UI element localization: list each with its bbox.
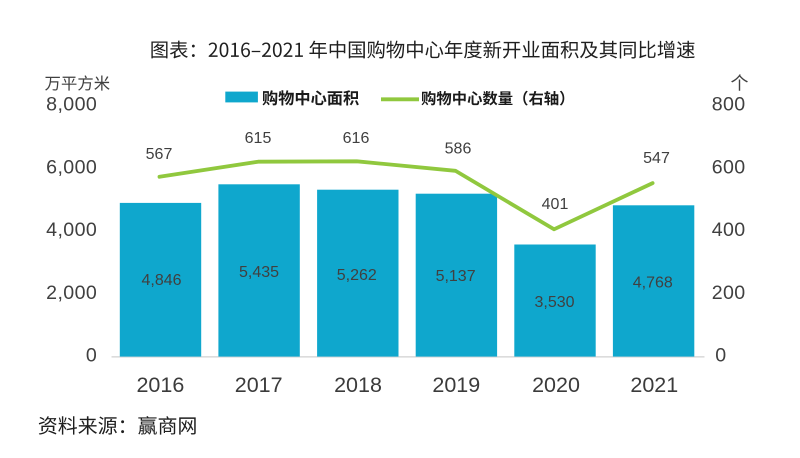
svg-text:2,000: 2,000: [46, 282, 97, 304]
svg-text:547: 547: [643, 150, 670, 167]
svg-text:600: 600: [712, 156, 746, 178]
svg-text:2020: 2020: [532, 373, 580, 397]
svg-text:616: 616: [343, 130, 370, 147]
svg-text:3,530: 3,530: [534, 294, 574, 311]
svg-text:5,137: 5,137: [436, 268, 476, 285]
svg-text:2017: 2017: [235, 373, 283, 397]
svg-text:4,846: 4,846: [141, 272, 181, 289]
svg-text:0: 0: [715, 345, 726, 367]
svg-text:615: 615: [245, 130, 272, 147]
svg-text:2021: 2021: [630, 373, 678, 397]
svg-text:401: 401: [542, 196, 569, 213]
svg-text:2018: 2018: [334, 373, 382, 397]
svg-text:4,000: 4,000: [46, 219, 97, 241]
svg-text:8,000: 8,000: [46, 94, 97, 116]
svg-text:6,000: 6,000: [46, 156, 97, 178]
svg-text:2016: 2016: [136, 373, 184, 397]
svg-text:0: 0: [86, 345, 97, 367]
svg-text:2019: 2019: [432, 373, 480, 397]
svg-text:200: 200: [712, 282, 746, 304]
svg-text:400: 400: [712, 219, 746, 241]
svg-text:5,262: 5,262: [337, 267, 377, 284]
svg-text:800: 800: [712, 94, 746, 116]
svg-text:567: 567: [146, 146, 173, 163]
svg-text:5,435: 5,435: [239, 264, 279, 281]
svg-text:4,768: 4,768: [633, 275, 673, 292]
svg-text:586: 586: [445, 141, 472, 158]
